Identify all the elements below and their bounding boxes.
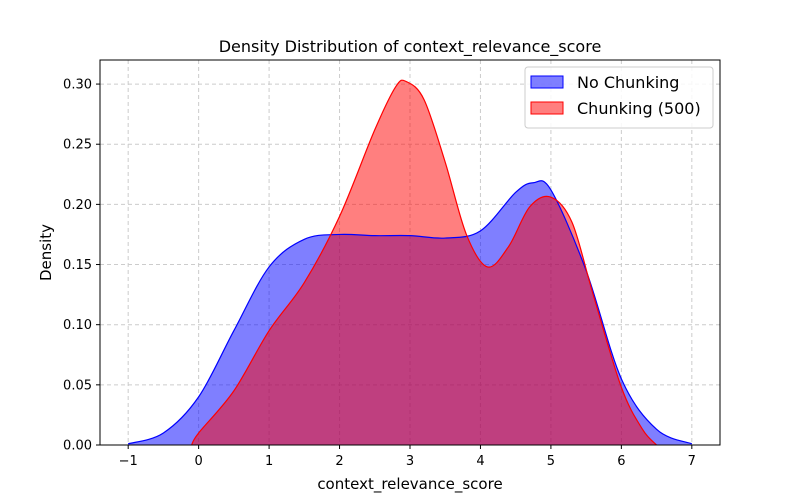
x-tick-label: 7 xyxy=(688,454,696,469)
legend: No Chunking Chunking (500) xyxy=(524,66,714,129)
density-area-2 xyxy=(191,80,657,446)
legend-swatch xyxy=(530,75,564,89)
y-tick-label: 0.20 xyxy=(63,198,92,213)
y-tick-label: 0.30 xyxy=(63,78,92,93)
legend-label: No Chunking xyxy=(577,73,679,92)
y-tick-label: 0.10 xyxy=(63,318,92,333)
y-tick-label: 0.25 xyxy=(63,138,92,153)
y-tick-label: 0.00 xyxy=(63,439,92,454)
y-tick-label: 0.05 xyxy=(63,378,92,393)
x-tick-label: 3 xyxy=(406,454,414,469)
chart-title: Density Distribution of context_relevanc… xyxy=(219,37,602,57)
x-tick-label: 6 xyxy=(617,454,625,469)
density-line-1 xyxy=(128,180,693,445)
x-tick-label: 5 xyxy=(547,454,555,469)
x-tick-label: 0 xyxy=(194,454,202,469)
legend-box xyxy=(524,66,714,129)
x-axis-label: context_relevance_score xyxy=(317,475,502,494)
y-axis-ticks: 0.00 0.05 0.10 0.15 0.20 0.25 0.30 xyxy=(63,78,100,454)
density-line-2 xyxy=(191,79,658,446)
legend-label: Chunking (500) xyxy=(577,99,701,118)
y-axis-label: Density xyxy=(37,224,55,281)
x-tick-label: 4 xyxy=(476,454,484,469)
x-tick-label: −1 xyxy=(119,454,138,469)
density-areas xyxy=(128,80,692,446)
y-tick-label: 0.15 xyxy=(63,258,92,273)
x-tick-label: 2 xyxy=(335,454,343,469)
x-tick-label: 1 xyxy=(265,454,273,469)
legend-swatch xyxy=(530,101,564,115)
x-axis-ticks: −1 0 1 2 3 4 5 6 7 xyxy=(119,445,696,469)
density-lines xyxy=(128,79,693,446)
